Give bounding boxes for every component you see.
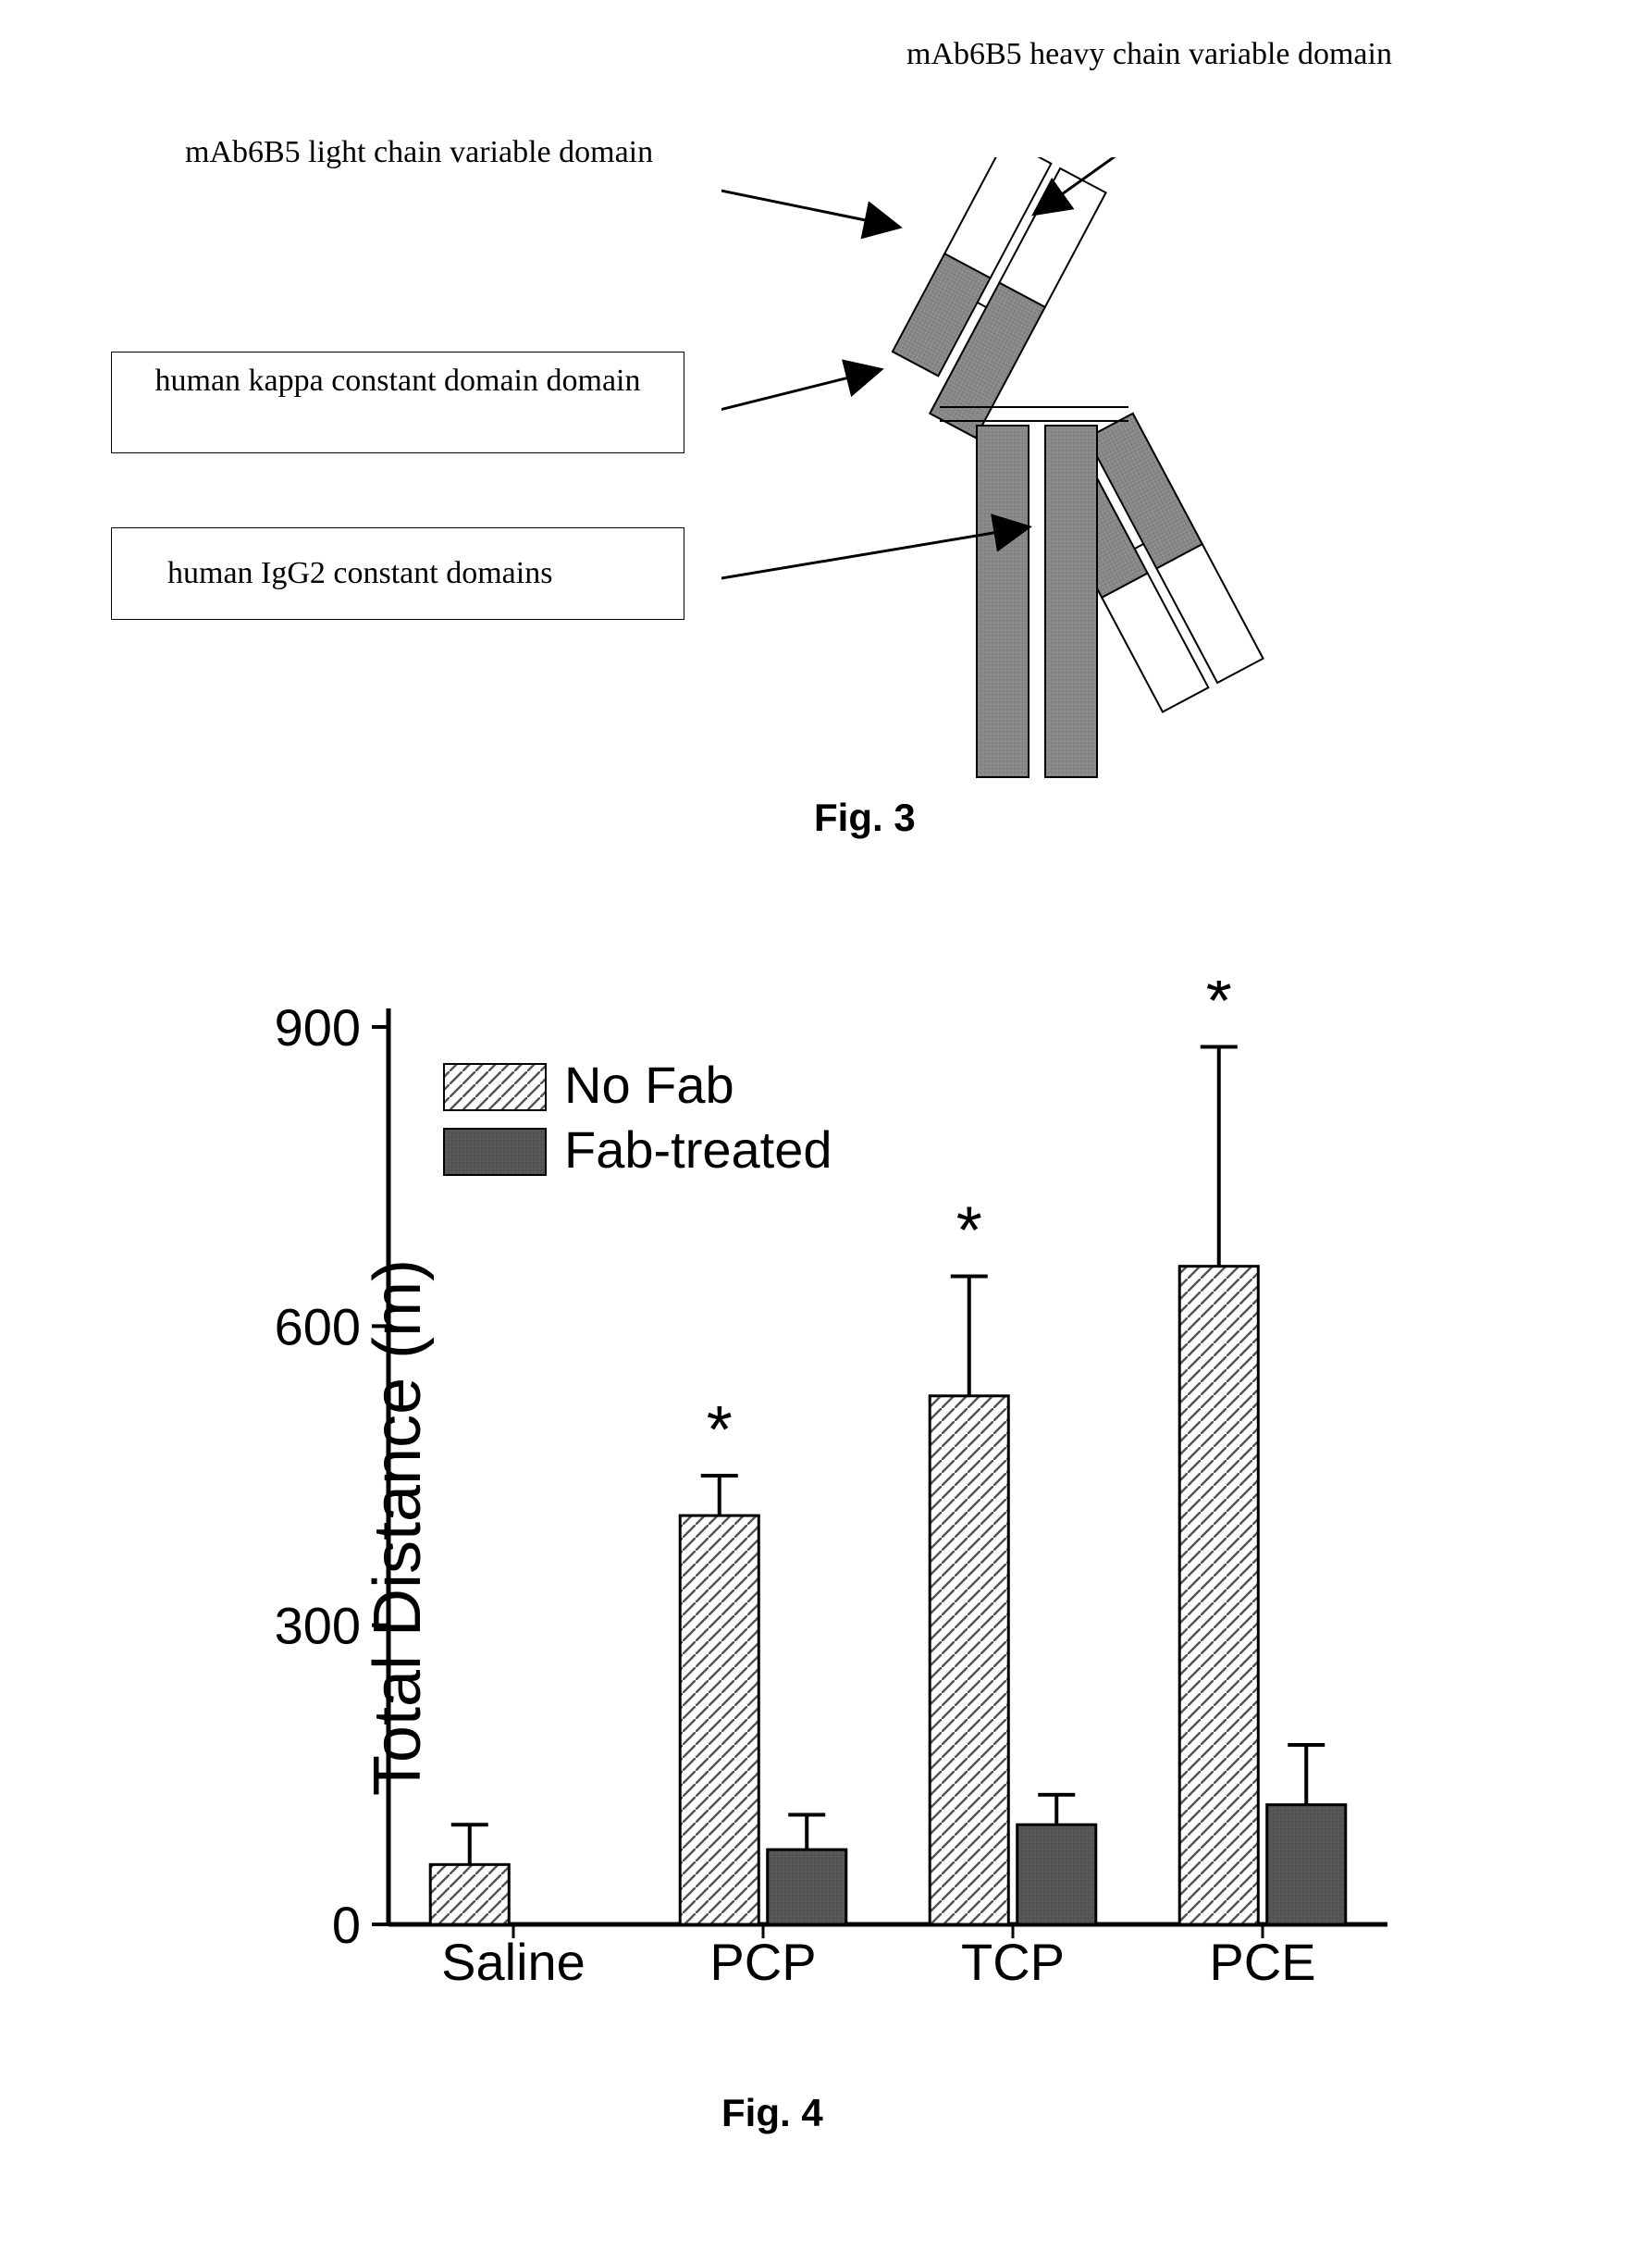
- svg-text:Fab-treated: Fab-treated: [564, 1120, 832, 1179]
- svg-text:*: *: [707, 1393, 733, 1467]
- fig3-caption: Fig. 3: [814, 796, 916, 840]
- svg-text:PCE: PCE: [1209, 1933, 1315, 1991]
- y-axis-label: Total Distance (m): [360, 1259, 436, 1796]
- svg-text:Saline: Saline: [441, 1933, 586, 1991]
- fig4-caption: Fig. 4: [721, 2091, 823, 2135]
- svg-text:*: *: [1206, 981, 1232, 1039]
- figure-4: Total Distance (m) 0 300 600 900 Saline PCP * T…: [203, 981, 1424, 2165]
- svg-text:TCP: TCP: [961, 1933, 1065, 1991]
- svg-text:No Fab: No Fab: [564, 1056, 734, 1114]
- svg-text:600: 600: [275, 1297, 361, 1355]
- igg2-constant-box: human IgG2 constant domains: [111, 527, 684, 620]
- svg-text:*: *: [956, 1193, 982, 1268]
- figure-3: mAb6B5 heavy chain variable domain mAb6B…: [0, 37, 1652, 907]
- svg-text:0: 0: [332, 1896, 361, 1954]
- kappa-constant-label: human kappa constant domain domain: [155, 364, 641, 398]
- igg2-constant-label: human IgG2 constant domains: [167, 556, 552, 590]
- svg-text:900: 900: [275, 998, 361, 1057]
- svg-text:300: 300: [275, 1597, 361, 1655]
- antibody-diagram: [721, 157, 1443, 860]
- light-chain-label: mAb6B5 light chain variable domain: [185, 135, 653, 170]
- kappa-constant-box: human kappa constant domain domain: [111, 352, 684, 453]
- heavy-chain-label: mAb6B5 heavy chain variable domain: [906, 37, 1392, 72]
- svg-text:PCP: PCP: [709, 1933, 816, 1991]
